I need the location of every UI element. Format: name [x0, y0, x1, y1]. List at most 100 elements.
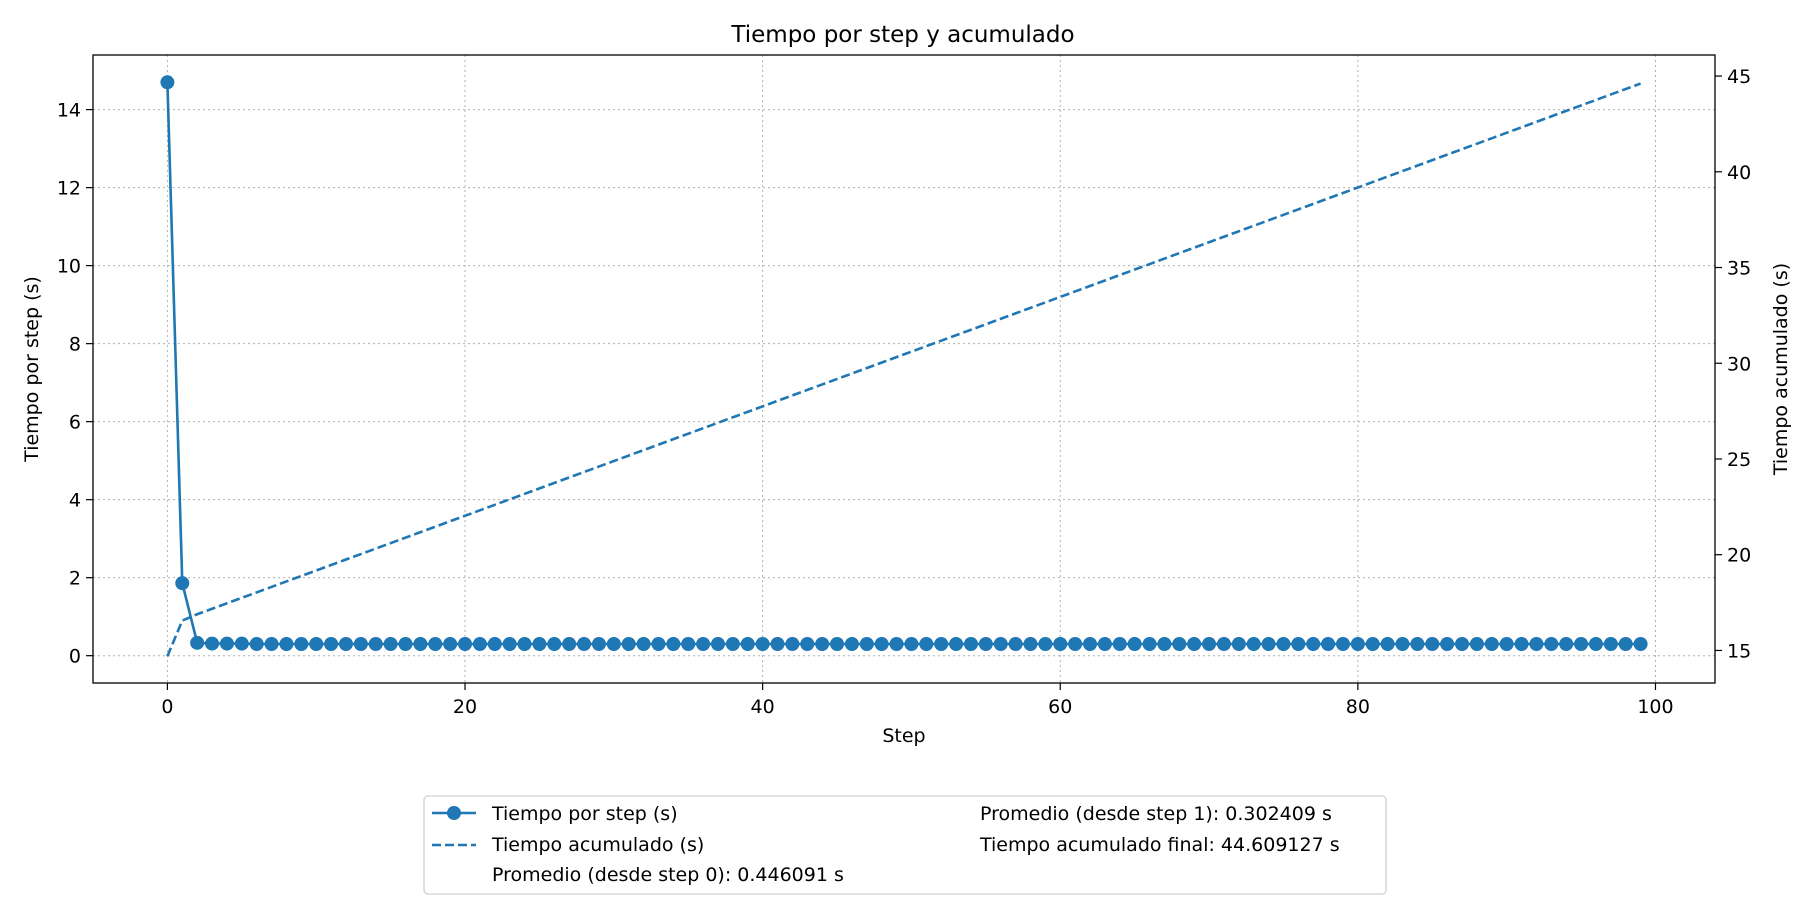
data-point	[1440, 636, 1455, 651]
data-point	[472, 636, 487, 651]
y-tick-label-right: 30	[1727, 353, 1751, 375]
data-point	[309, 636, 324, 651]
data-point	[1276, 636, 1291, 651]
data-point	[993, 636, 1008, 651]
data-point	[934, 636, 949, 651]
y-tick-label-right: 45	[1727, 66, 1751, 88]
x-tick-label: 0	[161, 696, 173, 718]
data-point	[1053, 636, 1068, 651]
y-tick-label-right: 20	[1727, 545, 1751, 567]
data-point	[889, 636, 904, 651]
data-point	[234, 636, 249, 651]
data-point	[815, 636, 830, 651]
data-point	[800, 636, 815, 651]
data-point	[1291, 636, 1306, 651]
x-axis-label: Step	[882, 725, 925, 747]
data-point	[1008, 636, 1023, 651]
data-point	[487, 636, 502, 651]
data-point	[1380, 636, 1395, 651]
data-point	[859, 636, 874, 651]
data-point	[830, 636, 845, 651]
data-point	[621, 636, 636, 651]
data-point	[1231, 636, 1246, 651]
data-point	[1172, 636, 1187, 651]
data-point	[577, 636, 592, 651]
data-point	[1484, 636, 1499, 651]
data-point	[1559, 636, 1574, 651]
data-point	[696, 636, 711, 651]
data-point	[1618, 636, 1633, 651]
data-point	[532, 636, 547, 651]
legend-entry-acumulado: Tiempo acumulado (s)	[491, 834, 704, 856]
data-point	[606, 636, 621, 651]
y-tick-label-right: 25	[1727, 449, 1751, 471]
x-tick-label: 20	[453, 696, 477, 718]
series-tiempo-por-step	[160, 75, 1648, 651]
data-point	[1068, 636, 1083, 651]
y-tick-label-right: 40	[1727, 162, 1751, 184]
series-tiempo-acumulado	[166, 82, 1642, 657]
data-point	[264, 636, 279, 651]
data-point	[249, 636, 264, 651]
data-point	[1365, 636, 1380, 651]
data-point	[398, 636, 413, 651]
data-point	[1395, 636, 1410, 651]
data-point	[279, 636, 294, 651]
y-tick-label-left: 12	[57, 178, 81, 200]
data-point	[160, 75, 175, 90]
data-point	[1202, 636, 1217, 651]
data-point	[1097, 636, 1112, 651]
data-point	[1023, 636, 1038, 651]
data-point	[1038, 636, 1053, 651]
data-point	[1083, 636, 1098, 651]
data-point	[517, 636, 532, 651]
data-point	[502, 636, 517, 651]
data-point	[1469, 636, 1484, 651]
data-point	[874, 636, 889, 651]
data-point	[1261, 636, 1276, 651]
data-point	[1187, 636, 1202, 651]
grid-lines	[93, 55, 1715, 683]
y-axis-left-label: Tiempo por step (s)	[21, 276, 43, 463]
data-point	[383, 636, 398, 651]
data-point	[1425, 636, 1440, 651]
data-point	[919, 636, 934, 651]
legend: Tiempo por step (s) Tiempo acumulado (s)…	[423, 795, 1387, 895]
data-point	[1588, 636, 1603, 651]
data-point	[1544, 636, 1559, 651]
y-tick-label-right: 35	[1727, 258, 1751, 280]
data-point	[1529, 636, 1544, 651]
legend-entry-promedio-1: Promedio (desde step 1): 0.302409 s	[980, 803, 1332, 825]
data-point	[1603, 636, 1618, 651]
x-tick-label: 80	[1346, 696, 1370, 718]
data-point	[1335, 636, 1350, 651]
data-point	[1499, 636, 1514, 651]
data-point	[175, 576, 190, 591]
data-point	[338, 636, 353, 651]
data-point	[755, 636, 770, 651]
data-point	[294, 636, 309, 651]
data-point	[324, 636, 339, 651]
y-tick-label-left: 2	[69, 568, 81, 590]
data-point	[770, 636, 785, 651]
data-point	[1142, 636, 1157, 651]
data-point	[1514, 636, 1529, 651]
data-point	[1157, 636, 1172, 651]
data-point	[1455, 636, 1470, 651]
series-line-tiempo-por-step	[166, 82, 1641, 646]
data-point	[1112, 636, 1127, 651]
data-point	[904, 636, 919, 651]
data-point	[1321, 636, 1336, 651]
data-point	[1410, 636, 1425, 651]
data-point	[443, 636, 458, 651]
legend-entry-promedio-0: Promedio (desde step 0): 0.446091 s	[492, 864, 844, 886]
y-tick-label-left: 14	[57, 100, 81, 122]
data-point	[353, 636, 368, 651]
data-point	[428, 636, 443, 651]
x-tick-label: 100	[1637, 696, 1673, 718]
data-point	[458, 636, 473, 651]
axis-ticks: 0 20 40 60 80 100 0 2 4 6 8 10 12 14 15 20 25 30 35 40 45	[57, 66, 1751, 718]
data-point	[785, 636, 800, 651]
data-point	[562, 636, 577, 651]
